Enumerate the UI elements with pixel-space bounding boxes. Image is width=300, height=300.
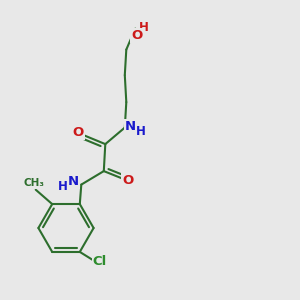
Text: Cl: Cl [93,255,107,268]
Text: N: N [67,175,79,188]
Text: H: H [140,21,149,34]
Text: N: N [125,120,136,133]
Text: O: O [73,126,84,139]
Text: H: H [58,180,68,193]
Text: O: O [122,174,134,187]
Text: O: O [131,29,142,42]
Text: H: H [136,125,146,138]
Text: CH₃: CH₃ [24,178,45,188]
